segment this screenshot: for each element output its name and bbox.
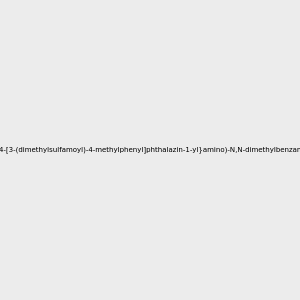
- Text: 4-({4-[3-(dimethylsulfamoyl)-4-methylphenyl]phthalazin-1-yl}amino)-N,N-dimethylb: 4-({4-[3-(dimethylsulfamoyl)-4-methylphe…: [0, 147, 300, 153]
